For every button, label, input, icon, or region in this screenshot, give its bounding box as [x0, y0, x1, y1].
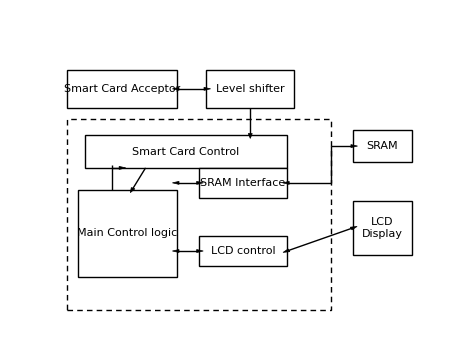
- Text: LCD
Display: LCD Display: [362, 217, 403, 239]
- Text: Smart Card Acceptor: Smart Card Acceptor: [64, 84, 180, 94]
- Polygon shape: [173, 87, 179, 90]
- Polygon shape: [173, 250, 179, 252]
- Polygon shape: [197, 181, 203, 184]
- Polygon shape: [350, 227, 357, 230]
- Polygon shape: [204, 87, 210, 90]
- Text: Main Control logic: Main Control logic: [77, 228, 177, 238]
- Text: Smart Card Control: Smart Card Control: [132, 147, 240, 156]
- Polygon shape: [119, 166, 126, 169]
- Text: Level shifter: Level shifter: [216, 84, 284, 94]
- FancyBboxPatch shape: [199, 168, 287, 198]
- Polygon shape: [351, 144, 357, 148]
- Polygon shape: [283, 249, 290, 252]
- Polygon shape: [197, 250, 203, 252]
- FancyBboxPatch shape: [206, 70, 294, 108]
- Text: LCD control: LCD control: [210, 246, 275, 256]
- Polygon shape: [173, 181, 179, 184]
- FancyBboxPatch shape: [353, 130, 412, 162]
- FancyBboxPatch shape: [199, 236, 287, 266]
- Polygon shape: [283, 181, 289, 184]
- FancyBboxPatch shape: [85, 135, 287, 168]
- FancyBboxPatch shape: [66, 70, 177, 108]
- FancyBboxPatch shape: [78, 190, 177, 277]
- Polygon shape: [130, 188, 135, 193]
- Text: SRAM Interface: SRAM Interface: [201, 178, 285, 188]
- Polygon shape: [248, 133, 252, 138]
- FancyBboxPatch shape: [353, 201, 412, 255]
- Text: SRAM: SRAM: [367, 141, 398, 151]
